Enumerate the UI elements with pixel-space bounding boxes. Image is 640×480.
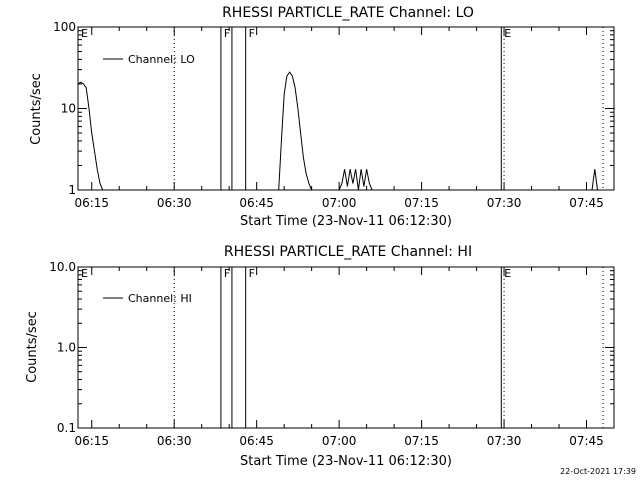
panel-lo-xtick-label: 07:15 [404,196,439,210]
panel-hi-marker-label: F [249,267,255,280]
panel-lo-x-axis: 06:15 06:30 06:45 07:00 07:15 07:30 07:45 [74,27,615,210]
panel-hi-xtick-label: 06:30 [157,434,192,448]
panel-lo-xtick-label: 06:45 [239,196,274,210]
panel-lo-xtick-label: 06:15 [74,196,109,210]
panel-hi-ytick-label: 1.0 [57,341,76,355]
panel-lo: RHESSI PARTICLE_RATE Channel: LO F F EE 11… [29,5,615,229]
panel-hi-xlabel: Start Time (23-Nov-11 06:12:30) [240,454,452,469]
panel-lo-xtick-label: 06:30 [157,196,192,210]
panel-hi-ytick-label: 0.1 [57,421,76,435]
panel-hi-xtick-label: 07:15 [404,434,439,448]
panel-lo-xtick-label: 07:30 [487,196,522,210]
panel-lo-series [77,71,598,191]
panel-lo-title: RHESSI PARTICLE_RATE Channel: LO [222,5,474,21]
panel-lo-ytick-label: 10 [61,102,76,116]
panel-hi-marker-label: E [81,267,88,280]
panel-lo-legend: Channel: LO [103,53,195,66]
panel-hi-legend: Channel: HI [103,292,192,305]
panel-lo-marker-label: E [504,27,511,40]
panel-hi-xtick-label: 07:00 [322,434,357,448]
panel-hi-legend-label: Channel: HI [128,292,192,305]
panel-lo-marker-label: F [249,27,255,40]
panel-lo-xlabel: Start Time (23-Nov-11 06:12:30) [240,214,452,229]
panel-hi-ytick-label: 10.0 [49,260,76,274]
panel-hi-xtick-label: 06:15 [74,434,109,448]
panel-lo-series-line [278,71,313,191]
panel-lo-series-line [338,169,373,191]
panel-lo-xtick-label: 07:00 [322,196,357,210]
panel-lo-ylabel: Counts/sec [29,73,44,145]
panel-hi-title: RHESSI PARTICLE_RATE Channel: HI [224,244,472,260]
panel-hi-marker-label: F [224,267,230,280]
panel-lo-markers: F F EE [81,27,604,190]
panel-hi-xtick-label: 07:45 [569,434,604,448]
panel-lo-plot-frame [77,26,615,191]
panel-hi-y-axis: 0.1 1.0 10.0 [49,260,614,435]
panel-lo-series-line [77,81,104,191]
panel-lo-series-line [591,169,598,191]
panel-hi-x-axis: 06:15 06:30 06:45 07:00 07:15 07:30 07:45 [74,267,615,448]
panel-hi-markers: F F EE [81,267,604,428]
panel-lo-legend-label: Channel: LO [128,53,195,66]
panel-hi-xtick-label: 07:30 [487,434,522,448]
panel-lo-ytick-label: 1 [68,183,76,197]
panel-lo-marker-label: F [224,27,230,40]
panel-hi-ylabel: Counts/sec [25,311,40,383]
footer-timestamp: 22-Oct-2021 17:39 [560,467,636,476]
panel-lo-xtick-label: 07:45 [569,196,604,210]
panel-lo-y-axis: 1 10 100 [53,20,614,197]
panel-lo-ytick-label: 100 [53,20,76,34]
panel-hi: RHESSI PARTICLE_RATE Channel: HI F F E E 0.… [25,244,615,469]
panel-lo-marker-label: E [81,27,88,40]
panel-hi-marker-label: E [504,267,511,280]
panel-hi-xtick-label: 06:45 [239,434,274,448]
